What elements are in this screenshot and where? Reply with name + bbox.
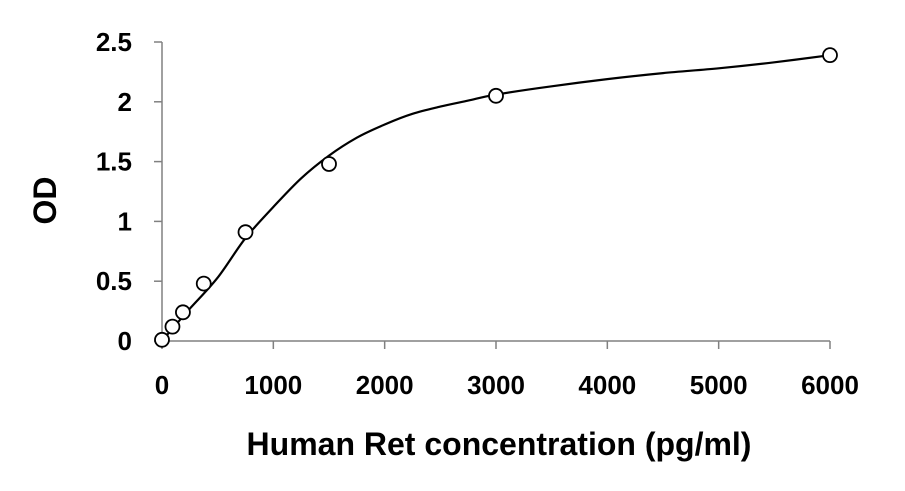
x-tick-label: 6000 [801,370,859,400]
y-axis-title: OD [27,177,63,225]
x-tick-label: 0 [155,370,169,400]
x-tick-label: 2000 [356,370,414,400]
y-tick-label: 2 [118,87,132,117]
y-tick-label: 1 [118,206,132,236]
axes [161,42,830,342]
data-point [195,275,212,292]
data-points [154,47,838,348]
data-point [822,47,838,64]
data-point [164,318,181,335]
x-tick-label: 3000 [467,370,525,400]
data-point [175,304,191,321]
y-tick-label: 0.5 [96,266,132,296]
fit-curve [161,54,831,342]
x-tick-label: 1000 [244,370,302,400]
y-axis-ticks: 0 0.5 1 1.5 2 2.5 [96,27,162,356]
data-point [321,156,337,172]
x-tick-label: 4000 [578,370,636,400]
data-point [154,331,170,348]
y-tick-label: 1.5 [96,147,132,177]
x-tick-label: 5000 [690,370,748,400]
data-point [237,224,254,241]
y-tick-label: 0 [118,326,132,356]
data-point [488,87,504,104]
x-axis-title: Human Ret concentration (pg/ml) [247,426,752,462]
y-tick-label: 2.5 [96,27,132,57]
x-axis-ticks: 0 1000 2000 3000 4000 5000 6000 [155,341,859,400]
